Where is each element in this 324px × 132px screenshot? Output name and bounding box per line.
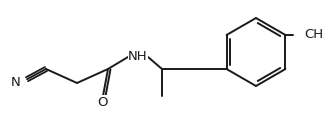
- Text: O: O: [98, 95, 108, 109]
- Text: N: N: [11, 77, 21, 89]
- Text: CH₃: CH₃: [305, 29, 324, 41]
- Text: NH: NH: [128, 51, 148, 63]
